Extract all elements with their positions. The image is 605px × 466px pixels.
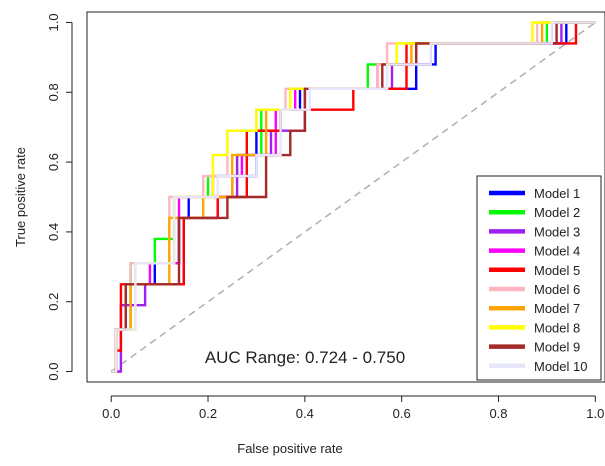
x-tick-label: 0.8 [489, 406, 507, 421]
auc-annotation: AUC Range: 0.724 - 0.750 [205, 348, 405, 367]
legend-label-model-6: Model 6 [534, 282, 580, 297]
legend-label-model-1: Model 1 [534, 186, 580, 201]
legend-label-model-5: Model 5 [534, 263, 580, 278]
legend: Model 1 Model 2 Model 3 Model 4 Model 5 Model… [476, 175, 602, 381]
plot-frame [86, 11, 605, 383]
roc-curve-model-10 [111, 21, 596, 373]
x-tick-label: 1.0 [586, 406, 604, 421]
legend-label-model-2: Model 2 [534, 205, 580, 220]
y-tick-label: 0.8 [46, 83, 61, 101]
legend-label-model-10: Model 10 [534, 359, 587, 374]
roc-curve-model-7 [111, 21, 596, 373]
legend-label-model-3: Model 3 [534, 224, 580, 239]
axis-layer: 0.0 0.2 0.4 0.6 0.8 1.0 0.0 0.2 0.4 0.6 0.8 1.0 [46, 13, 604, 421]
legend-label-model-8: Model 8 [534, 320, 580, 335]
legend-label-model-9: Model 9 [534, 340, 580, 355]
series-layer [110, 21, 596, 373]
x-tick-label: 0.4 [296, 406, 314, 421]
y-tick-label: 0.2 [46, 293, 61, 311]
legend-label-model-4: Model 4 [534, 244, 580, 259]
y-axis-label: True positive rate [13, 147, 28, 247]
y-tick-label: 0.4 [46, 223, 61, 241]
y-tick-label: 0.6 [46, 153, 61, 171]
x-axis-label: False positive rate [237, 441, 343, 456]
roc-curve-model-5 [111, 21, 596, 373]
legend-label-model-7: Model 7 [534, 301, 580, 316]
x-tick-label: 0.0 [102, 406, 120, 421]
x-tick-label: 0.6 [393, 406, 411, 421]
y-tick-label: 0.0 [46, 362, 61, 380]
reference-diagonal-line [110, 21, 596, 373]
x-tick-label: 0.2 [199, 406, 217, 421]
y-tick-label: 1.0 [46, 13, 61, 31]
